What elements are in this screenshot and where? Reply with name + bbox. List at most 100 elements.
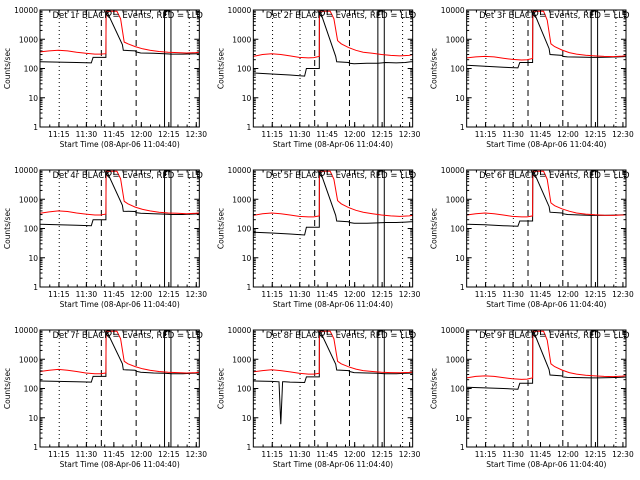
x-axis-label: Start Time (08-Apr-06 11:04:40) [486, 300, 606, 309]
y-tick-label: 10000 [14, 166, 38, 175]
panel-title: Det 3r BLACK = Events, RED = LLD [479, 11, 630, 21]
y-tick-label: 1 [33, 123, 38, 132]
x-tick-label: 11:15 [261, 130, 283, 139]
plot-frame [39, 329, 200, 448]
y-tick-label: 1 [247, 283, 252, 292]
y-tick-label: 10 [455, 254, 465, 263]
y-axis-label: Counts/sec [216, 368, 225, 409]
x-tick-label: 12:15 [158, 450, 180, 459]
x-axis-label: Start Time (08-Apr-06 11:04:40) [60, 460, 180, 469]
x-axis-label: Start Time (08-Apr-06 11:04:40) [486, 140, 606, 149]
x-axis-label: Start Time (08-Apr-06 11:04:40) [273, 300, 393, 309]
y-tick-label: 1 [460, 123, 465, 132]
y-axis-label: Counts/sec [3, 48, 12, 89]
x-tick-label: 12:15 [371, 450, 393, 459]
plot-frame [252, 169, 414, 288]
x-tick-label: 11:45 [316, 450, 338, 459]
y-tick-label: 10000 [14, 6, 38, 15]
detector-panel-9: 1 10 100 1000 10000 11:15 11:30 11:45 12:00 12:15… [430, 326, 634, 469]
series-line-lld [253, 330, 413, 375]
x-tick-label: 11:30 [76, 290, 98, 299]
y-tick-label: 10 [242, 254, 252, 263]
x-axis-label: Start Time (08-Apr-06 11:04:40) [60, 140, 180, 149]
x-axis-label: Start Time (08-Apr-06 11:04:40) [486, 460, 606, 469]
y-tick-label: 10 [28, 254, 38, 263]
x-tick-label: 11:15 [261, 450, 283, 459]
y-tick-label: 100 [24, 225, 39, 234]
x-tick-label: 11:45 [103, 290, 125, 299]
series-line-events [39, 170, 200, 227]
y-axis-label: Counts/sec [216, 208, 225, 249]
series-line-lld [466, 10, 627, 61]
y-tick-label: 10000 [227, 166, 251, 175]
y-tick-label: 100 [450, 385, 465, 394]
x-axis-label: Start Time (08-Apr-06 11:04:40) [60, 300, 180, 309]
detector-panel-5: 1 10 100 1000 10000 11:15 11:30 11:45 12:00 12:15… [216, 166, 420, 309]
y-tick-label: 1000 [446, 355, 465, 364]
plot-frame [466, 9, 627, 128]
x-tick-label: 11:15 [48, 130, 70, 139]
series-line-lld [39, 10, 200, 55]
x-tick-label: 11:30 [289, 450, 311, 459]
y-tick-label: 1000 [19, 195, 38, 204]
x-tick-label: 11:30 [76, 130, 98, 139]
x-tick-label: 12:30 [399, 130, 421, 139]
y-tick-label: 10 [242, 94, 252, 103]
detector-panel-1: 1 10 100 1000 10000 11:15 11:30 11:45 12:00 12:15… [3, 6, 207, 149]
x-tick-label: 11:45 [530, 290, 552, 299]
x-tick-label: 12:00 [131, 130, 153, 139]
x-tick-label: 12:30 [185, 290, 207, 299]
x-axis-label: Start Time (08-Apr-06 11:04:40) [273, 460, 393, 469]
y-tick-label: 10 [455, 414, 465, 423]
y-tick-label: 100 [237, 385, 252, 394]
y-tick-label: 1000 [232, 355, 251, 364]
detector-panel-2: 1 10 100 1000 10000 11:15 11:30 11:45 12:00 12:15… [216, 6, 420, 149]
y-tick-label: 1000 [232, 35, 251, 44]
panel-title: Det 2r BLACK = Events, RED = LLD [266, 11, 417, 21]
x-tick-label: 12:30 [612, 290, 634, 299]
x-tick-label: 12:30 [399, 450, 421, 459]
panel-title: Det 6r BLACK = Events, RED = LLD [479, 171, 630, 181]
y-axis-label: Counts/sec [430, 48, 439, 89]
x-tick-label: 11:15 [48, 450, 70, 459]
x-tick-label: 12:00 [131, 290, 153, 299]
x-tick-label: 11:30 [289, 130, 311, 139]
series-line-events [39, 330, 200, 383]
y-tick-label: 100 [237, 65, 252, 74]
series-line-lld [39, 330, 200, 375]
x-tick-label: 11:30 [502, 450, 524, 459]
y-tick-label: 1 [460, 283, 465, 292]
x-tick-label: 12:30 [612, 450, 634, 459]
y-axis-label: Counts/sec [3, 368, 12, 409]
panel-title: Det 5r BLACK = Events, RED = LLD [266, 171, 417, 181]
x-tick-label: 12:00 [131, 450, 153, 459]
plot-frame [39, 9, 200, 128]
x-tick-label: 12:15 [585, 130, 607, 139]
x-tick-label: 11:45 [316, 290, 338, 299]
y-tick-label: 1 [460, 443, 465, 452]
y-tick-label: 1000 [19, 355, 38, 364]
y-tick-label: 1 [33, 283, 38, 292]
x-tick-label: 12:00 [344, 290, 366, 299]
x-tick-label: 12:00 [557, 290, 579, 299]
panel-title: Det 1r BLACK = Events, RED = LLD [52, 11, 203, 21]
y-tick-label: 1 [33, 443, 38, 452]
series-line-lld [253, 170, 413, 218]
y-tick-label: 1000 [446, 35, 465, 44]
x-tick-label: 12:00 [344, 130, 366, 139]
x-tick-label: 11:45 [316, 130, 338, 139]
x-axis-label: Start Time (08-Apr-06 11:04:40) [273, 140, 393, 149]
series-line-lld [39, 170, 200, 216]
x-tick-label: 12:15 [585, 290, 607, 299]
y-tick-label: 100 [24, 65, 39, 74]
series-line-lld [466, 330, 627, 380]
x-tick-label: 12:15 [158, 290, 180, 299]
x-tick-label: 12:15 [585, 450, 607, 459]
y-tick-label: 1 [247, 443, 252, 452]
y-tick-label: 100 [24, 385, 39, 394]
series-line-events [466, 330, 626, 390]
detector-panel-7: 1 10 100 1000 10000 11:15 11:30 11:45 12:00 12:15… [3, 326, 207, 469]
x-tick-label: 11:15 [475, 130, 497, 139]
x-tick-label: 12:30 [612, 130, 634, 139]
